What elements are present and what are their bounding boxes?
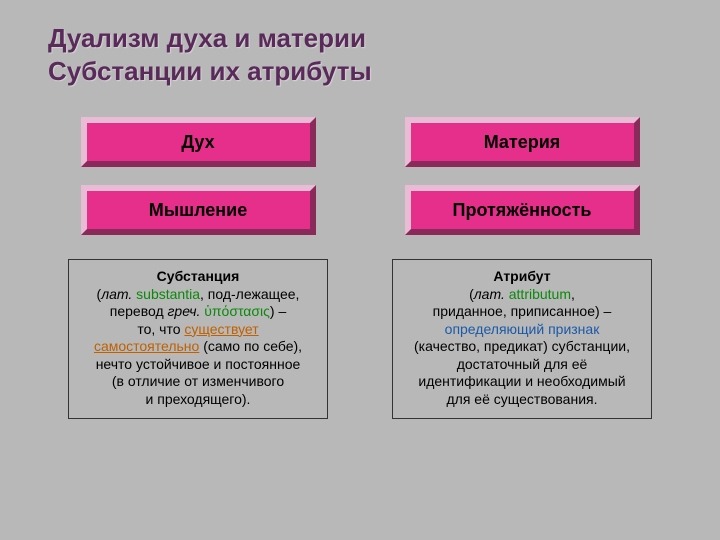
definition-attribute-body: (лат. attributum, приданное, приписанное… — [399, 286, 645, 409]
title-line-2: Субстанции их атрибуты — [48, 55, 672, 88]
definition-attribute-title: Атрибут — [399, 268, 645, 286]
definition-substance: Субстанция (лат. substantia, под-лежащее… — [68, 259, 328, 419]
title-block: Дуализм духа и материи Субстанции их атр… — [48, 22, 672, 87]
definition-attribute: Атрибут (лат. attributum, приданное, при… — [392, 259, 652, 419]
definition-substance-title: Субстанция — [75, 268, 321, 286]
column-left: Дух Мышление Субстанция (лат. substantia… — [56, 117, 340, 419]
column-right: Материя Протяжённость Атрибут (лат. attr… — [380, 117, 664, 419]
box-thinking: Мышление — [81, 185, 316, 235]
box-spirit-label: Дух — [181, 132, 214, 153]
title-line-1: Дуализм духа и материи — [48, 22, 672, 55]
box-matter-label: Материя — [484, 132, 561, 153]
definition-substance-body: (лат. substantia, под-лежащее, перевод г… — [75, 286, 321, 409]
box-extension: Протяжённость — [405, 185, 640, 235]
box-matter: Материя — [405, 117, 640, 167]
box-extension-label: Протяжённость — [453, 200, 592, 221]
columns-row: Дух Мышление Субстанция (лат. substantia… — [48, 117, 672, 419]
box-spirit: Дух — [81, 117, 316, 167]
box-thinking-label: Мышление — [149, 200, 248, 221]
